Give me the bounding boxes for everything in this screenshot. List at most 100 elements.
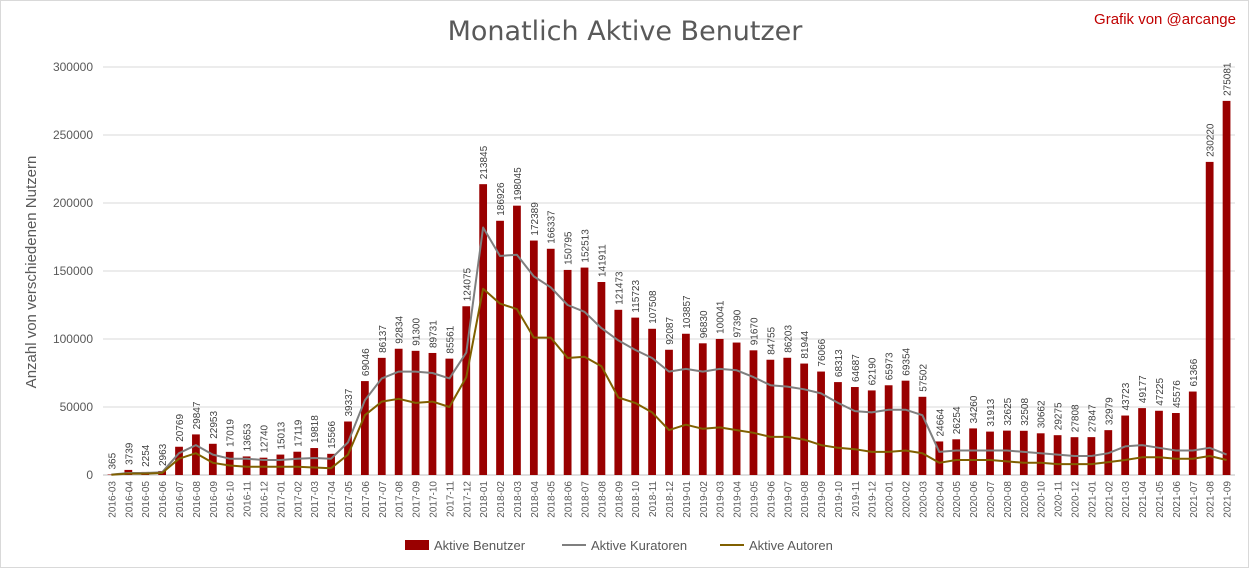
data-label: 34260 [969, 395, 980, 423]
x-tick-label: 2021-02 [1104, 481, 1115, 518]
series-line-kuratoren [111, 226, 1227, 476]
data-label: 96830 [699, 310, 710, 338]
x-tick-label: 2017-06 [361, 481, 372, 518]
data-label: 213845 [479, 145, 490, 179]
bar [1155, 410, 1163, 475]
data-label: 47225 [1155, 378, 1166, 406]
data-label: 45576 [1172, 380, 1183, 408]
x-tick-label: 2018-07 [581, 481, 592, 518]
x-tick-label: 2021-03 [1121, 481, 1132, 518]
x-tick-label: 2020-08 [1003, 481, 1014, 518]
data-label: 186926 [496, 182, 507, 216]
data-label: 39337 [344, 388, 355, 416]
data-label: 29847 [192, 401, 203, 429]
x-tick-label: 2017-01 [276, 481, 287, 518]
bar [800, 363, 809, 475]
data-label: 166337 [547, 210, 558, 244]
data-label: 30662 [1037, 400, 1048, 428]
data-label: 49177 [1138, 375, 1149, 403]
x-tick-label: 2019-08 [800, 481, 811, 518]
line-series [111, 226, 1227, 476]
bar [175, 446, 183, 475]
data-label: 69354 [902, 347, 913, 375]
bar [377, 357, 386, 475]
x-tick-label: 2020-09 [1020, 481, 1031, 518]
y-tick-label: 50000 [60, 400, 94, 414]
x-tick-label: 2021-07 [1189, 481, 1200, 518]
bar [1121, 415, 1130, 475]
x-tick-label: 2017-10 [429, 481, 440, 518]
bar [698, 343, 707, 475]
data-label: 15566 [327, 421, 338, 449]
data-label: 91300 [412, 318, 423, 346]
bar [732, 342, 741, 475]
x-tick-label: 2017-07 [378, 481, 389, 518]
data-label: 141911 [597, 244, 608, 277]
bar [242, 456, 251, 475]
data-label: 81944 [800, 330, 811, 358]
x-tick-label: 2019-05 [750, 481, 761, 518]
bar [208, 443, 217, 475]
x-tick-label: 2021-09 [1223, 481, 1234, 518]
x-tick-label: 2020-10 [1037, 481, 1048, 518]
data-label: 32979 [1104, 397, 1115, 425]
x-tick-label: 2019-07 [783, 481, 794, 518]
data-label: 65973 [885, 352, 896, 380]
legend-label-kuratoren: Aktive Kuratoren [591, 538, 687, 553]
data-label: 29275 [1054, 402, 1065, 430]
x-tick-label: 2016-08 [192, 481, 203, 518]
data-label: 92087 [665, 317, 676, 345]
x-tick-label: 2017-02 [293, 481, 304, 518]
bar [411, 350, 420, 475]
data-label: 2963 [158, 443, 169, 466]
data-label: 107508 [648, 290, 659, 324]
data-label: 100041 [716, 300, 727, 334]
x-tick-label: 2020-12 [1071, 481, 1082, 518]
data-label: 17019 [226, 419, 237, 447]
bar [344, 421, 352, 475]
bar [986, 431, 994, 475]
x-tick-label: 2019-12 [868, 481, 879, 518]
bar [529, 240, 538, 475]
data-label: 62190 [868, 357, 879, 385]
bar [969, 428, 978, 475]
x-tick-label: 2019-04 [733, 481, 744, 518]
x-tick-label: 2019-01 [682, 481, 693, 518]
y-tick-label: 100000 [53, 332, 93, 346]
y-tick-label: 250000 [53, 128, 93, 142]
legend-swatch-benutzer [405, 540, 429, 550]
x-tick-label: 2021-04 [1138, 481, 1149, 518]
bar [783, 357, 792, 475]
x-tick-label: 2018-08 [597, 481, 608, 518]
bar [766, 359, 775, 475]
bar [1003, 430, 1011, 475]
data-label: 275081 [1223, 62, 1234, 96]
data-label: 32508 [1020, 398, 1031, 426]
data-label: 20769 [175, 414, 186, 442]
bar [394, 348, 403, 475]
x-tick-label: 2020-05 [952, 481, 963, 518]
x-tick-label: 2021-01 [1087, 481, 1098, 518]
data-label: 230220 [1206, 123, 1217, 157]
data-label: 86203 [783, 325, 794, 353]
bar [1188, 391, 1197, 475]
x-tick-label: 2016-09 [209, 481, 220, 518]
x-tick-label: 2016-05 [141, 481, 152, 518]
bar [293, 451, 302, 475]
bar [445, 358, 454, 475]
y-tick-label: 200000 [53, 196, 93, 210]
bar [563, 269, 572, 475]
x-tick-label: 2018-01 [479, 481, 490, 518]
data-label: 91670 [750, 317, 761, 345]
data-label: 86137 [378, 325, 389, 353]
y-tick-label: 0 [86, 468, 93, 482]
bar [462, 306, 471, 475]
x-tick-label: 2020-06 [969, 481, 980, 518]
data-label: 69046 [361, 348, 372, 376]
data-label: 103857 [682, 295, 693, 329]
bar-series [107, 100, 1231, 476]
y-tick-label: 300000 [53, 60, 93, 74]
x-tick-label: 2021-06 [1172, 481, 1183, 518]
bar [817, 371, 825, 475]
data-label: 115723 [631, 280, 642, 313]
